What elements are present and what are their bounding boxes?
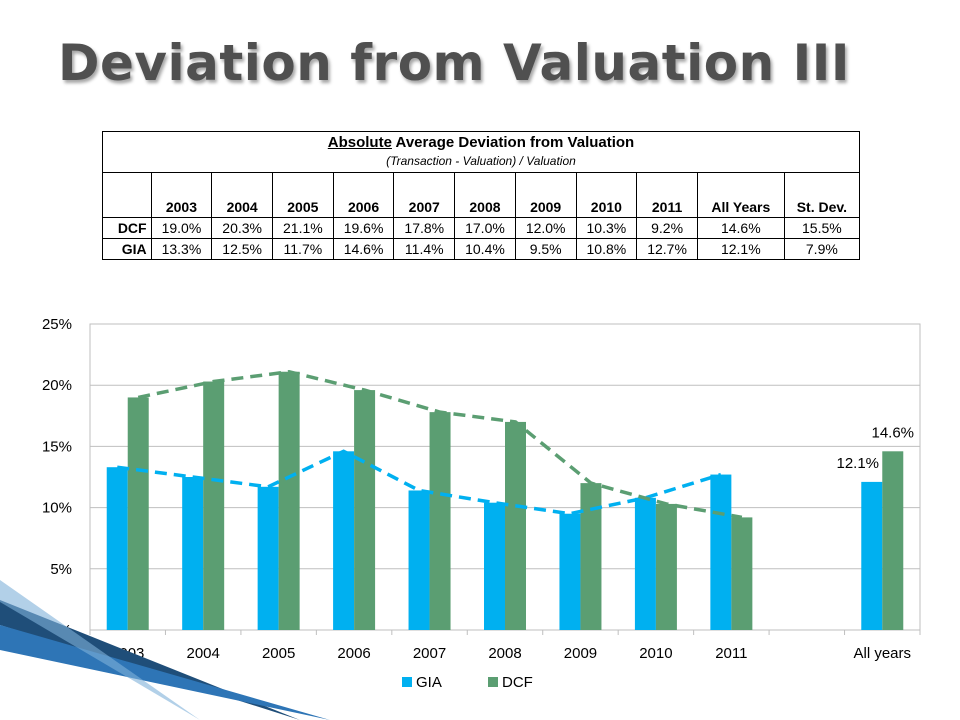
table-column-header: 2003 xyxy=(150,172,213,218)
bar-gia xyxy=(861,481,883,630)
bar-dcf xyxy=(429,412,451,630)
x-tick-label: 2010 xyxy=(639,645,672,662)
bar-gia xyxy=(559,513,581,630)
table-cell: 17.8% xyxy=(393,217,456,239)
table-column-header: 2004 xyxy=(211,172,273,218)
x-tick-label: 2007 xyxy=(413,645,446,662)
deviation-chart: 0%5%10%15%20%25%200320042005200620072008… xyxy=(42,316,921,691)
bar-gia xyxy=(634,497,656,630)
bar-dcf xyxy=(580,483,602,630)
table-column-header: 2007 xyxy=(393,172,456,218)
y-tick-label: 5% xyxy=(50,561,72,578)
legend-swatch xyxy=(488,677,498,687)
table-row: GIA 13.3% 12.5% 11.7% 14.6% 11.4% 10.4% 9.5% 10.… xyxy=(102,238,861,260)
table-cell: 11.4% xyxy=(393,238,456,260)
table-column-header: 2005 xyxy=(272,172,334,218)
x-tick-label: 2004 xyxy=(186,645,219,662)
table-column-header: St. Dev. xyxy=(783,172,861,218)
bar-dcf xyxy=(882,451,904,630)
table-cell: 19.6% xyxy=(332,217,395,239)
slide-title: Deviation from Valuation III xyxy=(58,34,850,92)
legend-label: DCF xyxy=(502,674,533,691)
x-tick-label: All years xyxy=(854,645,912,662)
table-cell: 11.7% xyxy=(272,238,334,260)
table-cell: 14.6% xyxy=(332,238,395,260)
trend-line-dcf xyxy=(137,369,743,520)
table-cell: 13.3% xyxy=(150,238,213,260)
table-cell: 12.1% xyxy=(696,238,785,260)
table-cell: 15.5% xyxy=(783,217,861,239)
bar-dcf xyxy=(354,390,376,630)
table-cell: 7.9% xyxy=(783,238,861,260)
table-subtitle: (Transaction - Valuation) / Valuation xyxy=(386,154,576,168)
bar-gia xyxy=(484,502,505,630)
table-column-header: 2010 xyxy=(575,172,638,218)
table-cell: 10.8% xyxy=(575,238,638,260)
table-cell: 19.0% xyxy=(150,217,213,239)
legend-swatch xyxy=(402,677,412,687)
bar-gia xyxy=(257,486,279,630)
table-cell: 12.5% xyxy=(211,238,273,260)
table-column-header: All Years xyxy=(696,172,785,218)
x-tick-label: 2005 xyxy=(262,645,295,662)
y-tick-label: 15% xyxy=(42,438,72,455)
table-cell: 14.6% xyxy=(696,217,785,239)
table-cell: 10.3% xyxy=(575,217,638,239)
table-column-header: 2011 xyxy=(636,172,698,218)
table-title-underlined: Absolute xyxy=(327,134,392,151)
table-column-header: 2006 xyxy=(332,172,395,218)
table-column-header xyxy=(102,172,152,218)
bar-dcf xyxy=(655,503,677,630)
bar-dcf xyxy=(127,397,149,630)
table-cell: 9.2% xyxy=(636,217,698,239)
table-cell: 20.3% xyxy=(211,217,273,239)
table-cell: 21.1% xyxy=(272,217,334,239)
row-label: GIA xyxy=(102,238,152,260)
table-cell: 12.7% xyxy=(636,238,698,260)
x-tick-label: 2008 xyxy=(488,645,521,662)
table-cell: 12.0% xyxy=(514,217,577,239)
decorative-swoosh xyxy=(0,580,330,720)
table-column-header: 2009 xyxy=(514,172,577,218)
y-tick-label: 25% xyxy=(42,316,72,333)
table-column-headers: 2003 2004 2005 2006 2007 2008 2009 2010 2011 All … xyxy=(102,172,861,218)
table-header: Absolute Average Deviation from Valuatio… xyxy=(102,131,860,173)
x-tick-label: 2009 xyxy=(564,645,597,662)
x-tick-label: 2006 xyxy=(337,645,370,662)
y-tick-label: 20% xyxy=(42,377,72,394)
bar-dcf xyxy=(278,371,300,630)
bar-dcf xyxy=(203,381,225,630)
table-title: Average Deviation from Valuation xyxy=(391,134,635,151)
y-tick-label: 10% xyxy=(42,500,72,517)
bar-gia xyxy=(106,467,128,630)
bar-gia xyxy=(408,490,430,630)
bar-dcf xyxy=(731,517,753,630)
legend-label: GIA xyxy=(416,674,442,691)
data-label: 12.1% xyxy=(836,455,879,472)
deviation-table: Absolute Average Deviation from Valuatio… xyxy=(102,131,861,260)
bar-dcf xyxy=(505,421,526,630)
table-cell: 9.5% xyxy=(514,238,577,260)
x-tick-label: 2011 xyxy=(715,645,747,662)
trend-line-gia xyxy=(117,449,722,516)
table-cell: 10.4% xyxy=(454,238,516,260)
table-row: DCF 19.0% 20.3% 21.1% 19.6% 17.8% 17.0% 12.0% 10… xyxy=(102,217,861,239)
table-cell: 17.0% xyxy=(454,217,516,239)
table-column-header: 2008 xyxy=(454,172,516,218)
bar-gia xyxy=(333,451,355,630)
row-label: DCF xyxy=(102,217,152,239)
bar-gia xyxy=(710,474,732,630)
data-label: 14.6% xyxy=(871,424,914,441)
bar-gia xyxy=(182,477,204,630)
